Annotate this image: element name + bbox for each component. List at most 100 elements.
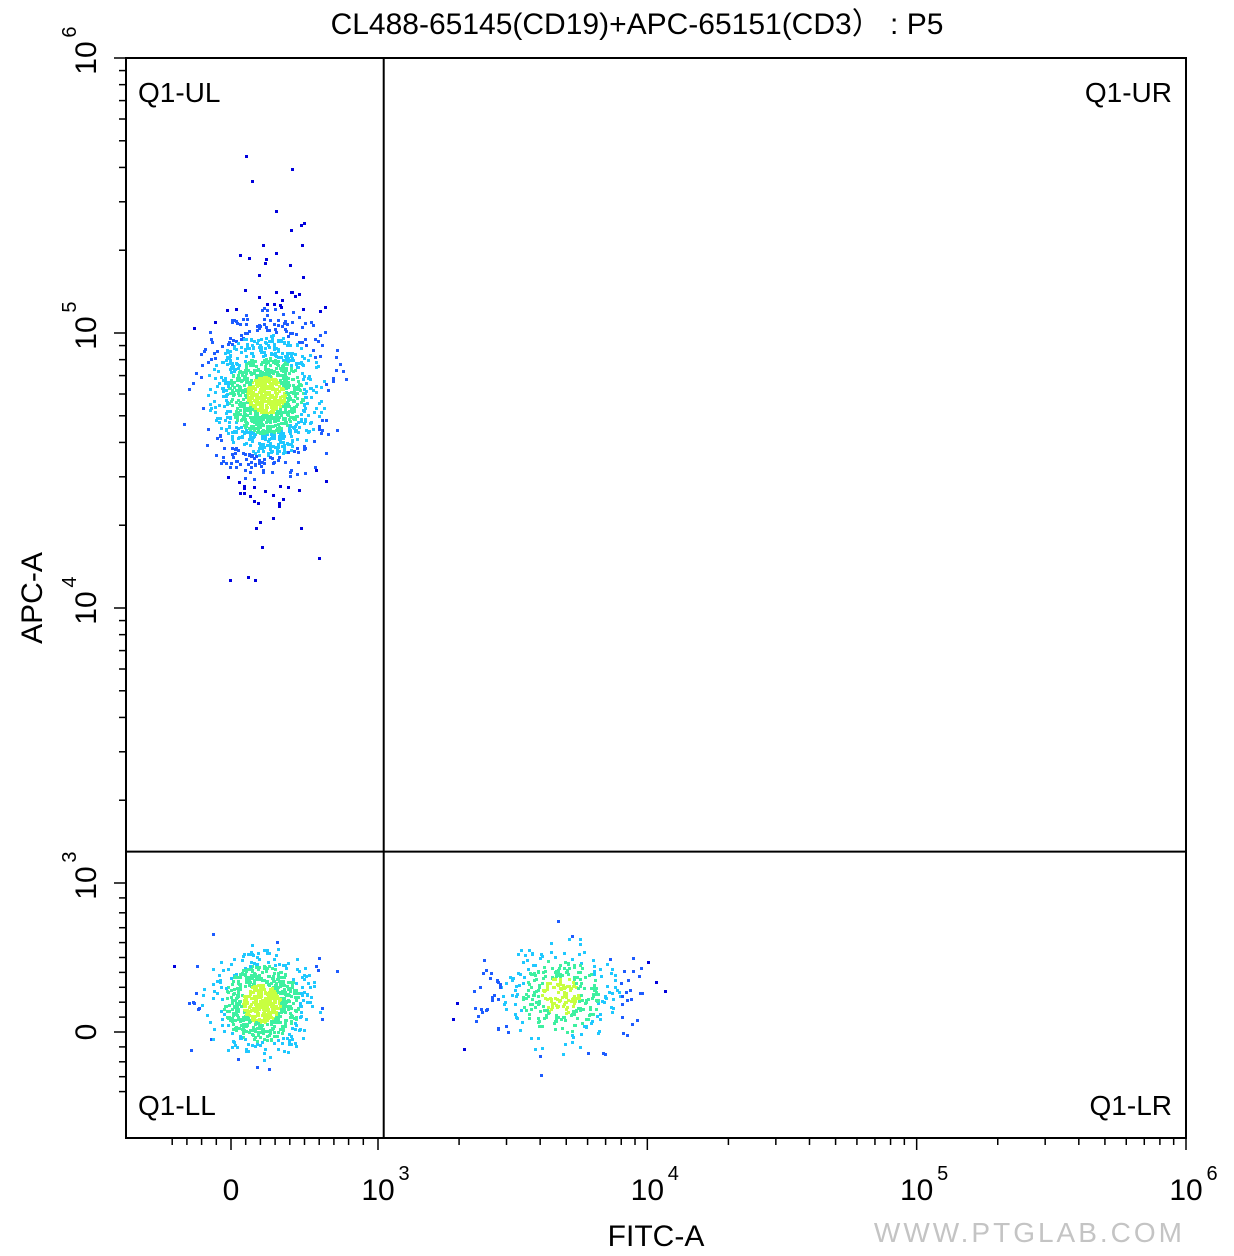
- event-dot: [269, 1000, 272, 1003]
- event-dot: [247, 953, 250, 956]
- event-dot: [543, 1017, 546, 1020]
- event-dot: [262, 414, 265, 417]
- event-dot: [300, 1005, 303, 1008]
- event-dot: [279, 409, 282, 412]
- event-dot: [242, 1026, 245, 1029]
- event-dot: [279, 304, 282, 307]
- event-dot: [264, 999, 267, 1002]
- event-dot: [248, 1006, 251, 1009]
- event-dot: [571, 958, 574, 961]
- event-dot: [270, 410, 273, 413]
- event-dot: [276, 371, 279, 374]
- event-dot: [293, 992, 296, 995]
- event-dot: [242, 1019, 245, 1022]
- event-dot: [611, 992, 614, 995]
- event-dot: [319, 355, 322, 358]
- event-dot: [557, 969, 560, 972]
- event-dot: [265, 409, 268, 412]
- event-dot: [261, 1041, 264, 1044]
- event-dot: [324, 306, 327, 309]
- event-dot: [265, 358, 268, 361]
- event-dot: [294, 430, 297, 433]
- event-dot: [214, 357, 217, 360]
- event-dot: [261, 447, 264, 450]
- event-dot: [583, 1025, 586, 1028]
- event-dot: [491, 996, 494, 999]
- event-dot: [248, 984, 251, 987]
- event-dot: [251, 1015, 254, 1018]
- x-tick-exponent: 5: [937, 1163, 948, 1185]
- event-dot: [277, 348, 280, 351]
- event-dot: [232, 374, 235, 377]
- event-dot: [320, 386, 323, 389]
- event-dot: [260, 432, 263, 435]
- event-dot: [202, 407, 205, 410]
- event-dot: [268, 965, 271, 968]
- event-dot: [533, 991, 536, 994]
- event-dot: [276, 989, 279, 992]
- event-dot: [252, 1028, 255, 1031]
- event-dot: [232, 339, 235, 342]
- y-tick: 105: [59, 301, 103, 349]
- event-dot: [229, 337, 232, 340]
- event-dot: [261, 405, 264, 408]
- event-dot: [537, 971, 540, 974]
- event-dot: [256, 1027, 259, 1030]
- event-dot: [581, 1022, 584, 1025]
- event-dot: [290, 1043, 293, 1046]
- event-dot: [309, 387, 312, 390]
- event-dot: [265, 326, 268, 329]
- event-dot: [303, 991, 306, 994]
- event-dot: [577, 1007, 580, 1010]
- event-dot: [244, 390, 247, 393]
- event-dot: [240, 1005, 243, 1008]
- event-dot: [294, 395, 297, 398]
- event-dot: [561, 996, 564, 999]
- event-dot: [239, 394, 242, 397]
- event-dot: [314, 356, 317, 359]
- event-dot: [573, 964, 576, 967]
- event-dot: [245, 409, 248, 412]
- event-dot: [262, 384, 265, 387]
- event-dot: [232, 1014, 235, 1017]
- event-dot: [266, 444, 269, 447]
- event-dot: [277, 991, 280, 994]
- event-dot: [289, 344, 292, 347]
- event-dot: [325, 452, 328, 455]
- event-dot: [244, 1003, 247, 1006]
- event-dot: [538, 1025, 541, 1028]
- event-dot: [267, 454, 270, 457]
- event-dot: [581, 967, 584, 970]
- event-dot: [533, 972, 536, 975]
- event-dot: [291, 1027, 294, 1030]
- event-dot: [280, 1011, 283, 1014]
- event-dot: [284, 408, 287, 411]
- event-dot: [274, 359, 277, 362]
- event-dot: [569, 989, 572, 992]
- event-dot: [587, 1018, 590, 1021]
- event-dot: [263, 373, 266, 376]
- event-dot: [279, 432, 282, 435]
- event-dot: [266, 433, 269, 436]
- event-dot: [278, 435, 281, 438]
- event-dot: [284, 1025, 287, 1028]
- event-dot: [232, 1023, 235, 1026]
- event-dot: [241, 959, 244, 962]
- event-dot: [228, 402, 231, 405]
- event-dot: [273, 346, 276, 349]
- event-dot: [244, 369, 247, 372]
- event-dot: [216, 980, 219, 983]
- event-dot: [254, 387, 257, 390]
- event-dot: [241, 391, 244, 394]
- event-dot: [306, 993, 309, 996]
- event-dot: [214, 411, 217, 414]
- event-dot: [288, 352, 291, 355]
- event-dot: [221, 361, 224, 364]
- event-dot: [261, 971, 264, 974]
- event-dot: [225, 389, 228, 392]
- event-dot: [571, 1041, 574, 1044]
- event-dot: [216, 385, 219, 388]
- event-dot: [546, 985, 549, 988]
- event-dot: [250, 461, 253, 464]
- event-dot: [244, 394, 247, 397]
